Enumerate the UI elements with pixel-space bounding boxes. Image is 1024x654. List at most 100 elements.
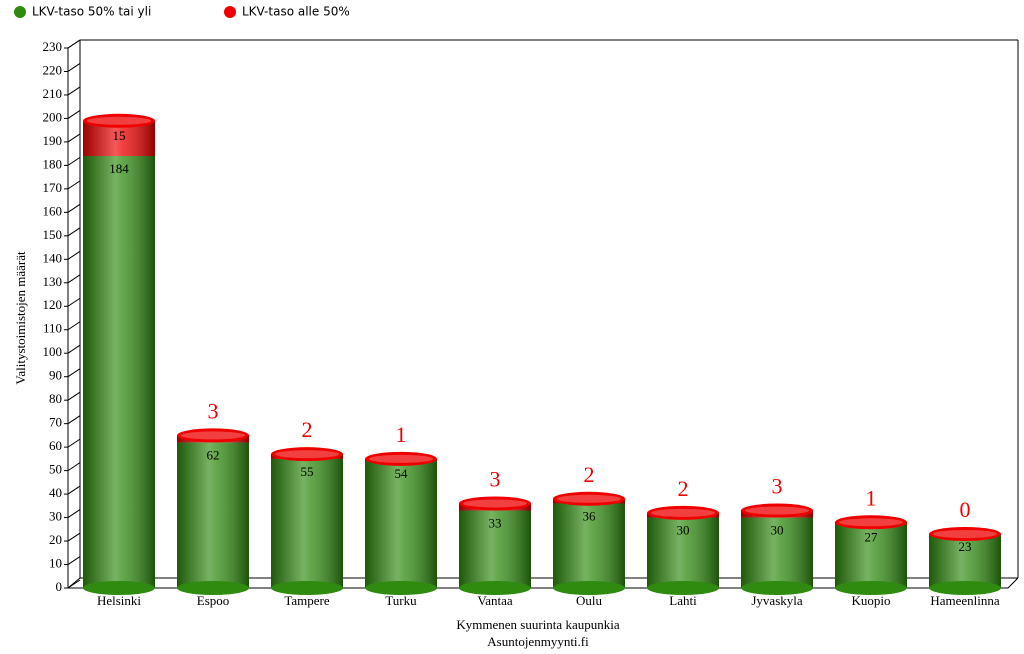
data-label: 15: [113, 128, 126, 143]
bar-cap-shade: [839, 518, 903, 527]
y-tick-label: 70: [49, 415, 62, 430]
grid-line: [67, 438, 81, 448]
bar-base: [647, 581, 719, 595]
x-tick-label: Vantaa: [477, 593, 513, 608]
grid-line: [67, 86, 81, 96]
x-axis-title: Kymmenen suurinta kaupunkia: [456, 617, 619, 632]
bar-cap: [741, 503, 813, 518]
y-tick-label: 200: [43, 109, 63, 124]
x-tick-label: Espoo: [197, 593, 230, 608]
bar-shade: [365, 461, 437, 588]
data-label: 2: [678, 476, 689, 501]
y-tick-label: 100: [43, 344, 63, 359]
bar-cap: [83, 113, 155, 128]
bar-shade: [459, 510, 531, 588]
grid-line: [67, 297, 81, 307]
grid-line: [67, 39, 81, 49]
bar-cap-shade: [745, 506, 809, 515]
data-label: 33: [489, 516, 502, 531]
bar-shade: [835, 524, 907, 588]
data-label: 184: [109, 161, 129, 176]
bar-shade: [929, 534, 1001, 588]
bar-shade: [177, 442, 249, 588]
data-label: 27: [865, 530, 879, 545]
y-tick-label: 150: [43, 227, 63, 242]
grid-line: [67, 63, 81, 72]
x-tick-label: Oulu: [576, 593, 603, 608]
bar-shade: [271, 458, 343, 588]
x-tick-label: Turku: [385, 593, 417, 608]
x-tick-label: Tampere: [284, 593, 330, 608]
bar-base: [929, 581, 1001, 595]
x-tick-label: Helsinki: [97, 593, 141, 608]
data-label: 30: [677, 523, 690, 538]
grid-line: [67, 180, 81, 190]
bar-cap: [553, 491, 625, 506]
data-label: 2: [302, 417, 313, 442]
grid-line: [67, 509, 81, 518]
y-tick-label: 130: [43, 274, 63, 289]
data-label: 1: [396, 422, 407, 447]
grid-line: [67, 274, 81, 284]
y-tick-label: 120: [43, 297, 63, 312]
data-label: 55: [301, 464, 314, 479]
grid-line: [67, 556, 81, 565]
grid-line: [67, 110, 81, 119]
y-tick-label: 30: [49, 509, 62, 524]
grid-line: [67, 344, 81, 354]
y-tick-label: 220: [43, 62, 63, 77]
bar-cap-shade: [651, 508, 715, 517]
bar-base: [83, 581, 155, 595]
grid-line: [67, 579, 81, 589]
data-label: 30: [771, 523, 784, 538]
data-label: 3: [208, 398, 219, 423]
y-tick-label: 20: [49, 532, 62, 547]
grid-line: [67, 532, 81, 542]
x-tick-label: Kuopio: [852, 593, 891, 608]
grid-line: [67, 133, 81, 143]
data-label: 2: [584, 462, 595, 487]
grid-line: [67, 156, 81, 166]
bar-cap-shade: [275, 450, 339, 459]
bar-cap-shade: [463, 499, 527, 508]
bar-cap-shade: [87, 116, 151, 125]
grid-line: [67, 415, 81, 425]
bar-base: [177, 581, 249, 595]
bar-cap: [365, 451, 437, 466]
y-tick-label: 110: [43, 321, 62, 336]
bar-shade: [83, 156, 155, 588]
bar-base: [741, 581, 813, 595]
legend-marker: [14, 6, 26, 18]
bar-base: [553, 581, 625, 595]
y-tick-label: 0: [56, 579, 63, 594]
subtitle: Asuntojenmyynti.fi: [487, 634, 589, 649]
y-tick-label: 180: [43, 156, 63, 171]
legend-label: LKV-taso alle 50%: [242, 5, 350, 19]
bar-base: [835, 581, 907, 595]
y-tick-label: 190: [43, 133, 63, 148]
bar-cap: [459, 496, 531, 511]
y-tick-label: 230: [43, 39, 63, 54]
x-tick-label: Lahti: [669, 593, 697, 608]
y-tick-label: 60: [49, 438, 62, 453]
bar-shade: [741, 517, 813, 588]
y-tick-label: 50: [49, 462, 62, 477]
data-label: 54: [395, 466, 409, 481]
x-tick-label: Jyvaskyla: [751, 593, 803, 608]
data-label: 3: [772, 474, 783, 499]
bar-cap-shade: [369, 454, 433, 463]
grid-line: [67, 391, 81, 401]
grid-line: [67, 368, 81, 378]
bar-base: [459, 581, 531, 595]
floor-edge: [1007, 577, 1019, 589]
bar-cap-shade: [933, 530, 997, 538]
bar-cap: [271, 447, 343, 462]
bar-shade: [647, 517, 719, 588]
grid-line: [67, 203, 81, 213]
grid-line: [67, 462, 81, 472]
bar-cap: [647, 505, 719, 520]
bar-cap-shade: [181, 431, 245, 440]
y-tick-label: 160: [43, 203, 63, 218]
y-tick-label: 10: [49, 556, 62, 571]
